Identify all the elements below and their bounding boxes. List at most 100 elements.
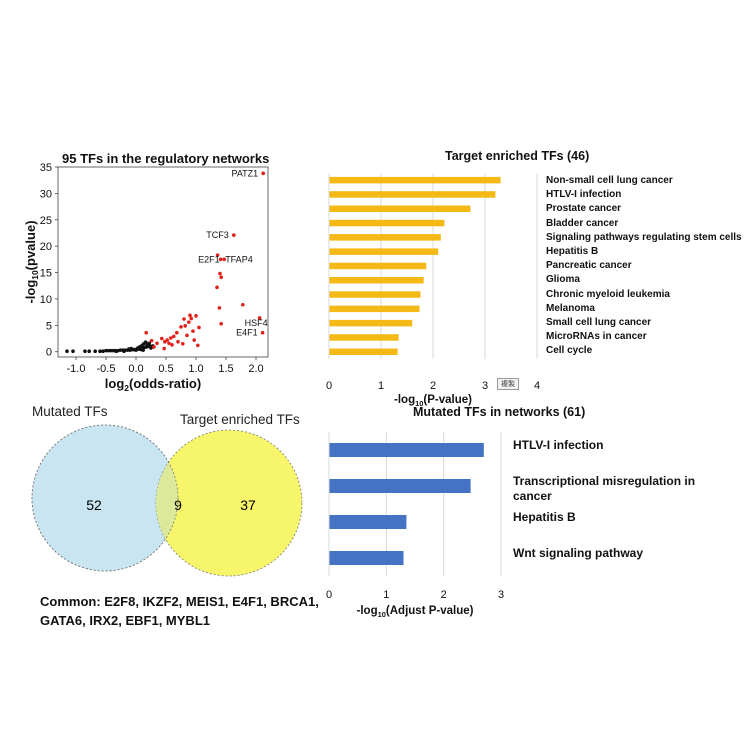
labeled-point <box>257 316 262 320</box>
significant-point <box>189 316 193 321</box>
y-tick-label: 35 <box>40 162 52 174</box>
x-tick-label: 1.5 <box>218 363 233 375</box>
nonsignificant-point <box>143 340 148 345</box>
labeled-point <box>261 171 266 176</box>
significant-point <box>163 339 167 344</box>
x-tick-label: 2 <box>441 589 447 601</box>
venn-left-count: 52 <box>86 497 102 513</box>
bar <box>329 205 471 212</box>
significant-point <box>160 336 164 341</box>
bar <box>329 234 441 241</box>
significant-point <box>176 339 180 344</box>
category-label: MicroRNAs in cancer <box>546 331 647 343</box>
bar <box>329 479 471 493</box>
nonsignificant-point <box>141 348 145 352</box>
category-label: Hepatitis B <box>546 246 599 258</box>
copy-button[interactable]: 複製 <box>497 378 519 390</box>
venn-left-label: Mutated TFs <box>32 404 108 419</box>
x-tick-label: 0 <box>326 380 332 392</box>
significant-point <box>219 321 223 326</box>
bar <box>329 277 424 284</box>
bar <box>329 291 421 298</box>
point-label: PATZ1 <box>232 168 259 178</box>
bar <box>329 305 420 313</box>
significant-point <box>183 324 187 328</box>
bar <box>329 262 427 270</box>
significant-point <box>179 325 183 329</box>
enriched-category-list: Non-small cell lung cancer HTLV-I infecti… <box>546 174 742 359</box>
significant-point <box>172 334 176 339</box>
nonsignificant-point <box>98 349 102 353</box>
category-label: Hepatitis B <box>513 510 576 524</box>
y-tick-label: 30 <box>40 188 52 200</box>
significant-point <box>196 343 200 348</box>
bar <box>329 551 404 565</box>
significant-point <box>191 329 195 333</box>
point-label: HSF4 <box>245 318 268 328</box>
x-tick-label: 1 <box>378 380 384 392</box>
category-label: Cell cycle <box>546 345 593 357</box>
y-tick-label: 5 <box>46 320 52 332</box>
x-tick-label: 4 <box>534 380 540 392</box>
bar <box>329 334 399 341</box>
category-label: Pancreatic cancer <box>546 260 632 272</box>
significant-point <box>152 345 156 349</box>
significant-point <box>215 285 219 290</box>
mutated-category-list: HTLV-I infection Transcriptional misregul… <box>513 438 703 582</box>
x-tick-label: 2.0 <box>248 363 263 375</box>
enriched-bar-title: Target enriched TFs (46) <box>445 149 590 163</box>
significant-point <box>162 346 166 351</box>
nonsignificant-point <box>87 349 91 353</box>
significant-point <box>188 313 192 318</box>
point-label: E4F1 <box>236 328 258 338</box>
significant-point <box>217 306 222 310</box>
nonsignificant-point <box>83 349 87 353</box>
volcano-title: 95 TFs in the regulatory networks <box>62 151 270 166</box>
category-label: Melanoma <box>546 302 595 314</box>
bar <box>329 191 496 198</box>
category-label: Glioma <box>546 274 580 286</box>
significant-point <box>187 320 191 324</box>
significant-point <box>219 275 223 280</box>
labeled-point <box>260 330 265 335</box>
category-label: Prostate cancer <box>546 203 622 215</box>
significant-point <box>182 317 186 321</box>
significant-point <box>169 336 173 340</box>
significant-point <box>194 314 198 318</box>
volcano-x-label: log2(odds-ratio) <box>105 376 201 393</box>
y-tick-label: 10 <box>40 294 52 306</box>
significant-point <box>144 330 148 335</box>
x-tick-label: 2 <box>430 380 436 392</box>
y-tick-label: 0 <box>46 347 52 359</box>
x-tick-label: 0.0 <box>128 363 143 375</box>
nonsignificant-point <box>147 341 151 346</box>
nonsignificant-point <box>93 349 97 353</box>
significant-point <box>241 302 245 307</box>
category-label: Non-small cell lung cancer <box>546 175 673 186</box>
nonsignificant-point <box>101 349 105 353</box>
nonsignificant-point <box>136 346 140 350</box>
category-label: Transcriptional misregulation in cancer <box>513 474 696 503</box>
common-tfs-text: Common: E2F8, IKZF2, MEIS1, E4F1, BRCA1,… <box>40 594 319 628</box>
x-tick-label: 0.5 <box>158 363 173 375</box>
nonsignificant-point <box>65 349 69 353</box>
significant-point <box>185 333 189 338</box>
category-label: HTLV-I infection <box>546 189 622 201</box>
significant-point <box>167 341 171 346</box>
x-tick-label: 1 <box>383 589 389 601</box>
category-label: HTLV-I infection <box>513 438 604 452</box>
significant-point <box>181 342 185 346</box>
point-label: TCF3 <box>206 230 229 240</box>
venn-overlap-count: 9 <box>174 497 182 513</box>
venn-right-label: Target enriched TFs <box>180 412 300 427</box>
category-label: Wnt signaling pathway <box>513 546 644 560</box>
venn-diagram: 52 9 37 <box>31 424 303 577</box>
bar <box>329 176 501 184</box>
x-tick-label: 3 <box>482 380 488 392</box>
significant-point <box>215 253 220 257</box>
point-label: E2F1 <box>198 254 220 264</box>
category-label: Bladder cancer <box>546 217 619 229</box>
nonsignificant-point <box>129 346 133 351</box>
mutated-bar-title: Mutated TFs in networks (61) <box>413 405 586 419</box>
